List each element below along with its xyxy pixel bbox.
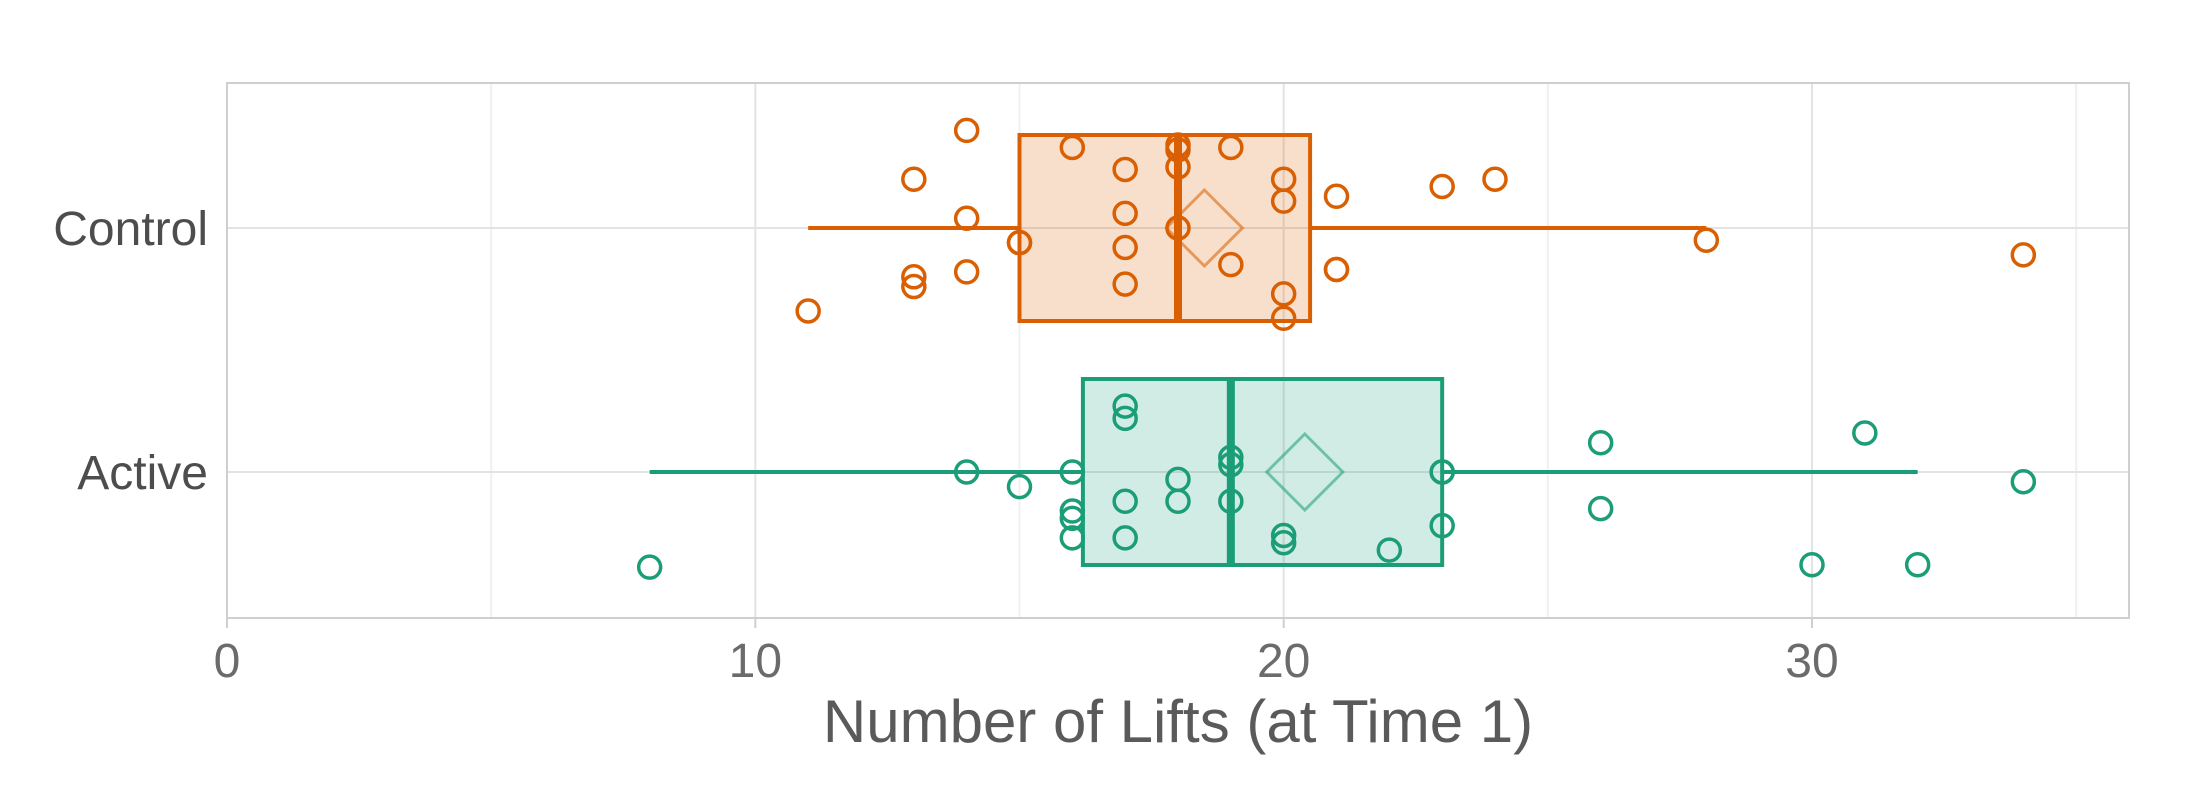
data-point [1429, 512, 1455, 539]
data-point [1165, 215, 1191, 241]
y-axis-category-label: Active [77, 447, 208, 500]
y-axis-category-label: Control [53, 203, 208, 256]
data-point [2010, 469, 2037, 495]
data-point [901, 273, 927, 300]
data-point [1112, 525, 1138, 551]
data-point [1587, 429, 1614, 456]
data-point [1323, 256, 1350, 283]
data-point [953, 205, 980, 231]
data-point [1904, 551, 1931, 578]
data-point [1270, 305, 1297, 332]
data-point [1218, 134, 1244, 161]
data-point [1323, 183, 1350, 210]
data-point [1270, 522, 1297, 549]
data-point [2010, 242, 2037, 268]
x-axis-tick-label: 30 [1785, 635, 1838, 688]
data-point [1112, 393, 1138, 419]
y-axis-categories: Control Active [53, 203, 208, 500]
x-axis-tick-label: 20 [1257, 635, 1310, 688]
data-point [1112, 156, 1138, 183]
box-iqr [1080, 377, 1445, 567]
data-point [1482, 166, 1508, 192]
data-point [1218, 451, 1244, 478]
data-point [1059, 505, 1086, 532]
data-point [953, 117, 980, 144]
data-point [1218, 488, 1244, 515]
boxes [649, 133, 1918, 567]
data-point [1006, 229, 1033, 256]
data-point [1587, 495, 1614, 522]
data-point [1112, 405, 1138, 432]
data-points [636, 117, 2037, 580]
data-point [901, 264, 927, 290]
x-axis-title: Number of Lifts (at Time 1) [823, 688, 1533, 755]
data-point [1165, 137, 1191, 163]
data-point [1218, 251, 1244, 278]
data-point [1059, 498, 1086, 524]
data-point [1165, 488, 1191, 515]
data-point [1429, 173, 1455, 200]
data-point [953, 459, 980, 485]
data-point [1218, 444, 1244, 471]
x-axis-tick-label: 10 [729, 635, 782, 688]
data-point [1376, 537, 1403, 563]
data-point [1059, 134, 1086, 161]
data-point [1112, 488, 1138, 515]
data-point [1270, 188, 1297, 214]
data-point [795, 298, 821, 324]
mean-diamond [1264, 431, 1345, 513]
data-point [1270, 281, 1297, 307]
data-point [1165, 154, 1191, 180]
plot-panel-border [226, 82, 2130, 619]
data-point [1059, 459, 1086, 485]
data-point [1112, 234, 1138, 261]
x-axis-tick-label: 0 [214, 635, 241, 688]
data-point [1112, 271, 1138, 297]
data-point [901, 166, 927, 192]
data-point [1059, 525, 1086, 551]
data-point [1429, 459, 1455, 485]
data-point [1270, 530, 1297, 556]
data-point [636, 554, 663, 580]
data-point [1852, 420, 1878, 446]
data-point [1006, 473, 1033, 500]
data-point [1799, 551, 1825, 578]
x-axis-ticks: 0 10 20 30 [214, 618, 1839, 688]
data-point [1112, 200, 1138, 227]
data-point [953, 259, 980, 285]
data-point [1693, 227, 1720, 253]
